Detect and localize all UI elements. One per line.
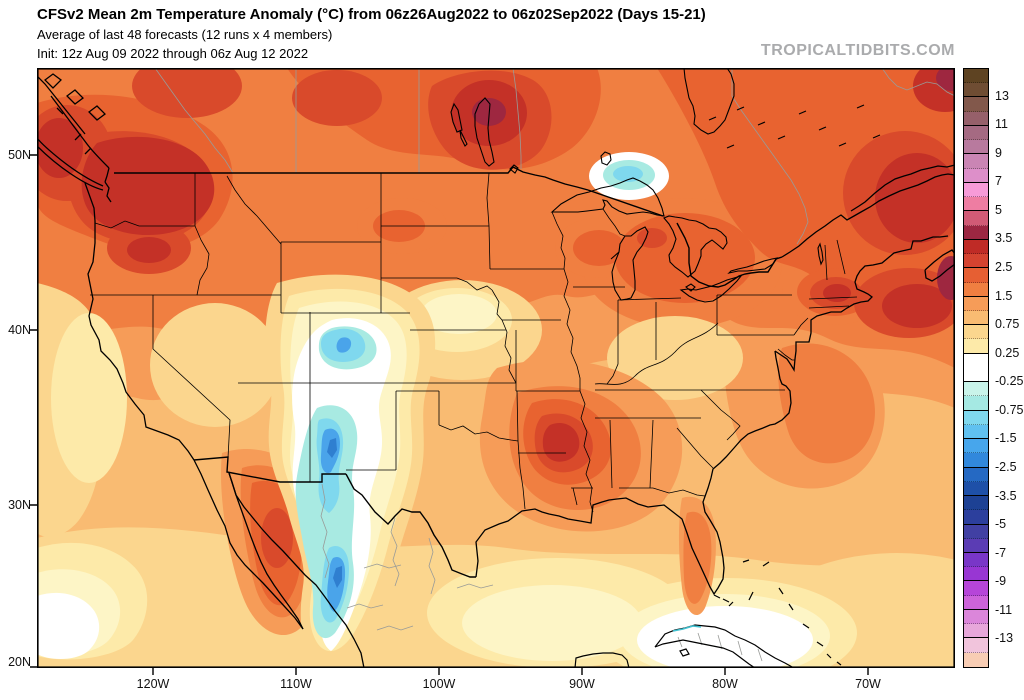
colorbar-segment [964,496,988,511]
colorbar-tick-label: 0.75 [995,317,1020,332]
colorbar-tick-label: -13 [995,631,1014,646]
page-title: CFSv2 Mean 2m Temperature Anomaly (°C) f… [37,6,706,23]
colorbar-segment [964,97,988,112]
coastlines [37,73,955,668]
temperature-anomaly-map [30,68,956,675]
colorbar-segment [964,524,988,539]
lon-tick-label: 90W [569,677,595,691]
colorbar-segment [964,69,988,84]
colorbar-segment [964,83,988,98]
colorbar-segment [964,453,988,468]
colorbar-tick-label: 2.5 [995,260,1013,274]
colorbar-segment [964,467,988,482]
lon-tick-label: 120W [136,677,170,691]
lakes [450,68,824,303]
lat-tick-label: 40N [8,323,31,337]
lat-tick-label: 50N [8,148,31,162]
colorbar-segment [964,154,988,169]
colorbar-segment [964,424,988,440]
lat-tick-label: 20N [8,655,31,669]
init-time-line: Init: 12z Aug 09 2022 through 06z Aug 12… [37,46,309,61]
colorbar-segment [964,140,988,155]
map-area [30,68,956,675]
colorbar-tick-label: -3.5 [995,488,1017,503]
subtitle-ensemble-info: Average of last 48 forecasts (12 runs x … [37,27,333,42]
colorbar-segment [964,225,988,240]
colorbar-segment [964,239,988,255]
colorbar-segment [964,382,988,397]
colorbar-tick-label: 13 [995,88,1009,103]
colorbar-segment [964,624,988,639]
colorbar-segment [964,638,988,653]
colorbar-tick-label: -5 [995,517,1007,532]
colorbar-tick-label: 9 [995,145,1002,160]
state-borders [90,172,858,513]
colorbar-segment [964,552,988,568]
colorbar-tick-label: -11 [995,602,1013,617]
colorbar-segment [964,254,988,269]
colorbar-segment [964,268,988,283]
colorbar-segment [964,168,988,183]
colorbar-segment [964,296,988,311]
colorbar-segment [964,567,988,582]
colorbar-tick-label: -9 [995,574,1007,589]
colorbar-tick-label: 3.5 [995,231,1013,246]
province-borders [154,68,955,662]
colorbar-segment [964,595,988,610]
colorbar-segment [964,609,988,625]
colorbar-tick-label: -0.25 [995,374,1024,389]
colorbar-segment [964,510,988,525]
colorbar-segment [964,353,988,383]
colorbar-segment [964,325,988,340]
colorbar [963,68,989,668]
lon-tick-label: 70W [855,677,881,691]
geography-layer [37,68,955,668]
colorbar-tick-label: -2.5 [995,460,1017,474]
axis-ticks [30,154,869,675]
colorbar-tick-label: 0.25 [995,345,1020,360]
lat-tick-label: 30N [8,498,31,512]
colorbar-segment [964,481,988,497]
colorbar-segment [964,581,988,596]
lon-tick-label: 110W [280,677,312,691]
lon-tick-label: 80W [712,677,738,691]
colorbar-segment [964,339,988,354]
colorbar-segment [964,538,988,553]
colorbar-segment [964,111,988,126]
colorbar-segment [964,310,988,326]
colorbar-segment [964,652,988,667]
colorbar-segment [964,282,988,297]
colorbar-tick-label: 1.5 [995,288,1013,303]
colorbar-segment [964,125,988,141]
tropicaltidbits-watermark: TROPICALTIDBITS.COM [760,42,955,59]
colorbar-segment [964,396,988,411]
cuba-cool-contour [672,625,702,632]
colorbar-segment [964,439,988,454]
anomaly-fill-layer [37,68,955,668]
map-frame [37,68,956,669]
colorbar-segment [964,410,988,425]
colorbar-tick-label: 7 [995,174,1002,189]
colorbar-segment [964,211,988,226]
lon-tick-label: 100W [422,677,456,691]
colorbar-tick-label: -7 [995,545,1007,560]
colorbar-segment [964,197,988,212]
colorbar-tick-label: -0.75 [995,402,1024,417]
colorbar-tick-label: -1.5 [995,431,1017,446]
colorbar-segment [964,182,988,198]
colorbar-tick-label: 11 [995,117,1008,132]
colorbar-tick-label: 5 [995,202,1002,217]
